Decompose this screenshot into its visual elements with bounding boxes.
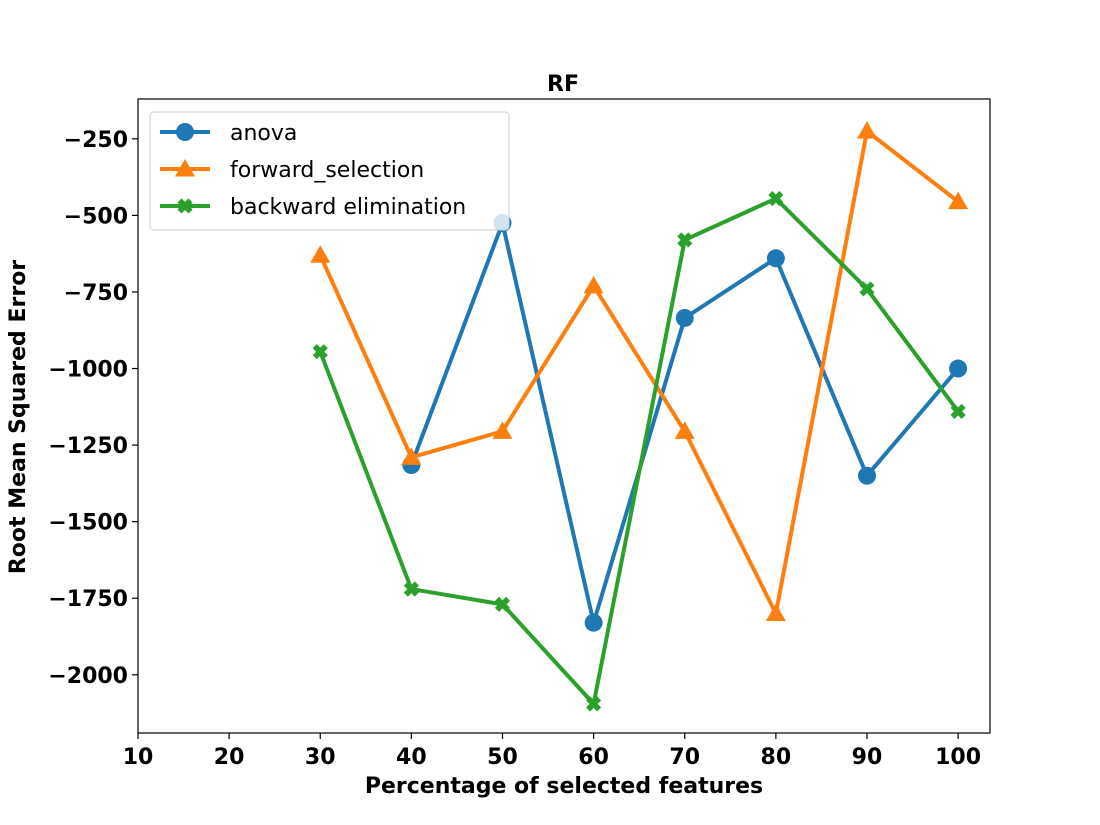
- data-point: [310, 245, 331, 263]
- data-point: [949, 359, 968, 378]
- legend: anova forward_selection backward eliminati…: [149, 111, 510, 231]
- y-tick-label: −500: [64, 204, 128, 229]
- y-tick-label: −1250: [48, 434, 128, 459]
- y-tick-label: −1000: [48, 358, 128, 383]
- x-tick-label: 60: [578, 745, 609, 770]
- y-tick-label: −2000: [48, 664, 128, 689]
- legend-marker: [177, 198, 193, 214]
- x-tick-label: 50: [487, 745, 518, 770]
- x-tick-label: 90: [852, 745, 883, 770]
- legend-label: anova: [230, 121, 297, 146]
- y-tick-label: −1500: [48, 511, 128, 536]
- x-tick-label: 30: [305, 745, 336, 770]
- x-tick-label: 20: [214, 745, 245, 770]
- legend-label: forward_selection: [230, 158, 424, 183]
- series-backward-elimination: [312, 190, 966, 712]
- x-axis: 10 20 30 40 50 60 70 80 90 100: [123, 733, 981, 770]
- legend-item: backward elimination: [160, 195, 466, 220]
- data-point: [586, 696, 602, 712]
- data-point: [856, 121, 877, 139]
- data-point: [401, 447, 422, 465]
- y-axis: −250 −500 −750 −1000 −1250 −1500 −1750 −2000: [48, 128, 138, 689]
- legend-marker: [176, 123, 194, 141]
- x-tick-label: 40: [396, 745, 427, 770]
- legend-item: forward_selection: [160, 158, 424, 183]
- data-point: [312, 344, 328, 360]
- y-tick-label: −1750: [48, 587, 128, 612]
- data-point: [948, 191, 969, 210]
- legend-item: anova: [160, 121, 297, 146]
- y-tick-label: −250: [64, 128, 128, 153]
- x-tick-label: 80: [761, 745, 792, 770]
- data-point: [768, 190, 784, 207]
- data-point: [675, 308, 694, 327]
- plot-frame: [137, 98, 991, 734]
- data-point: [857, 466, 876, 485]
- data-point: [677, 232, 693, 248]
- x-tick-label: 10: [123, 745, 154, 770]
- series-forward-selection: [310, 121, 969, 622]
- x-axis-label: Percentage of selected features: [365, 774, 763, 799]
- data-point: [583, 275, 604, 294]
- legend-marker: [175, 159, 195, 177]
- data-point: [765, 603, 786, 622]
- data-point: [950, 403, 966, 419]
- y-tick-label: −750: [64, 281, 128, 306]
- data-point: [494, 596, 511, 612]
- x-tick-label: 70: [669, 745, 700, 770]
- series-line: [318, 196, 961, 706]
- data-point: [766, 249, 785, 268]
- y-axis-label: Root Mean Squared Error: [6, 260, 31, 574]
- data-point: [859, 281, 875, 297]
- series-line: [318, 129, 961, 616]
- x-tick-label: 100: [935, 745, 981, 770]
- data-point: [584, 613, 603, 632]
- chart-title: RF: [547, 72, 579, 97]
- legend-box: [149, 111, 510, 231]
- data-point: [403, 581, 419, 597]
- data-point: [674, 421, 695, 439]
- data-point: [492, 421, 513, 439]
- legend-label: backward elimination: [230, 195, 466, 220]
